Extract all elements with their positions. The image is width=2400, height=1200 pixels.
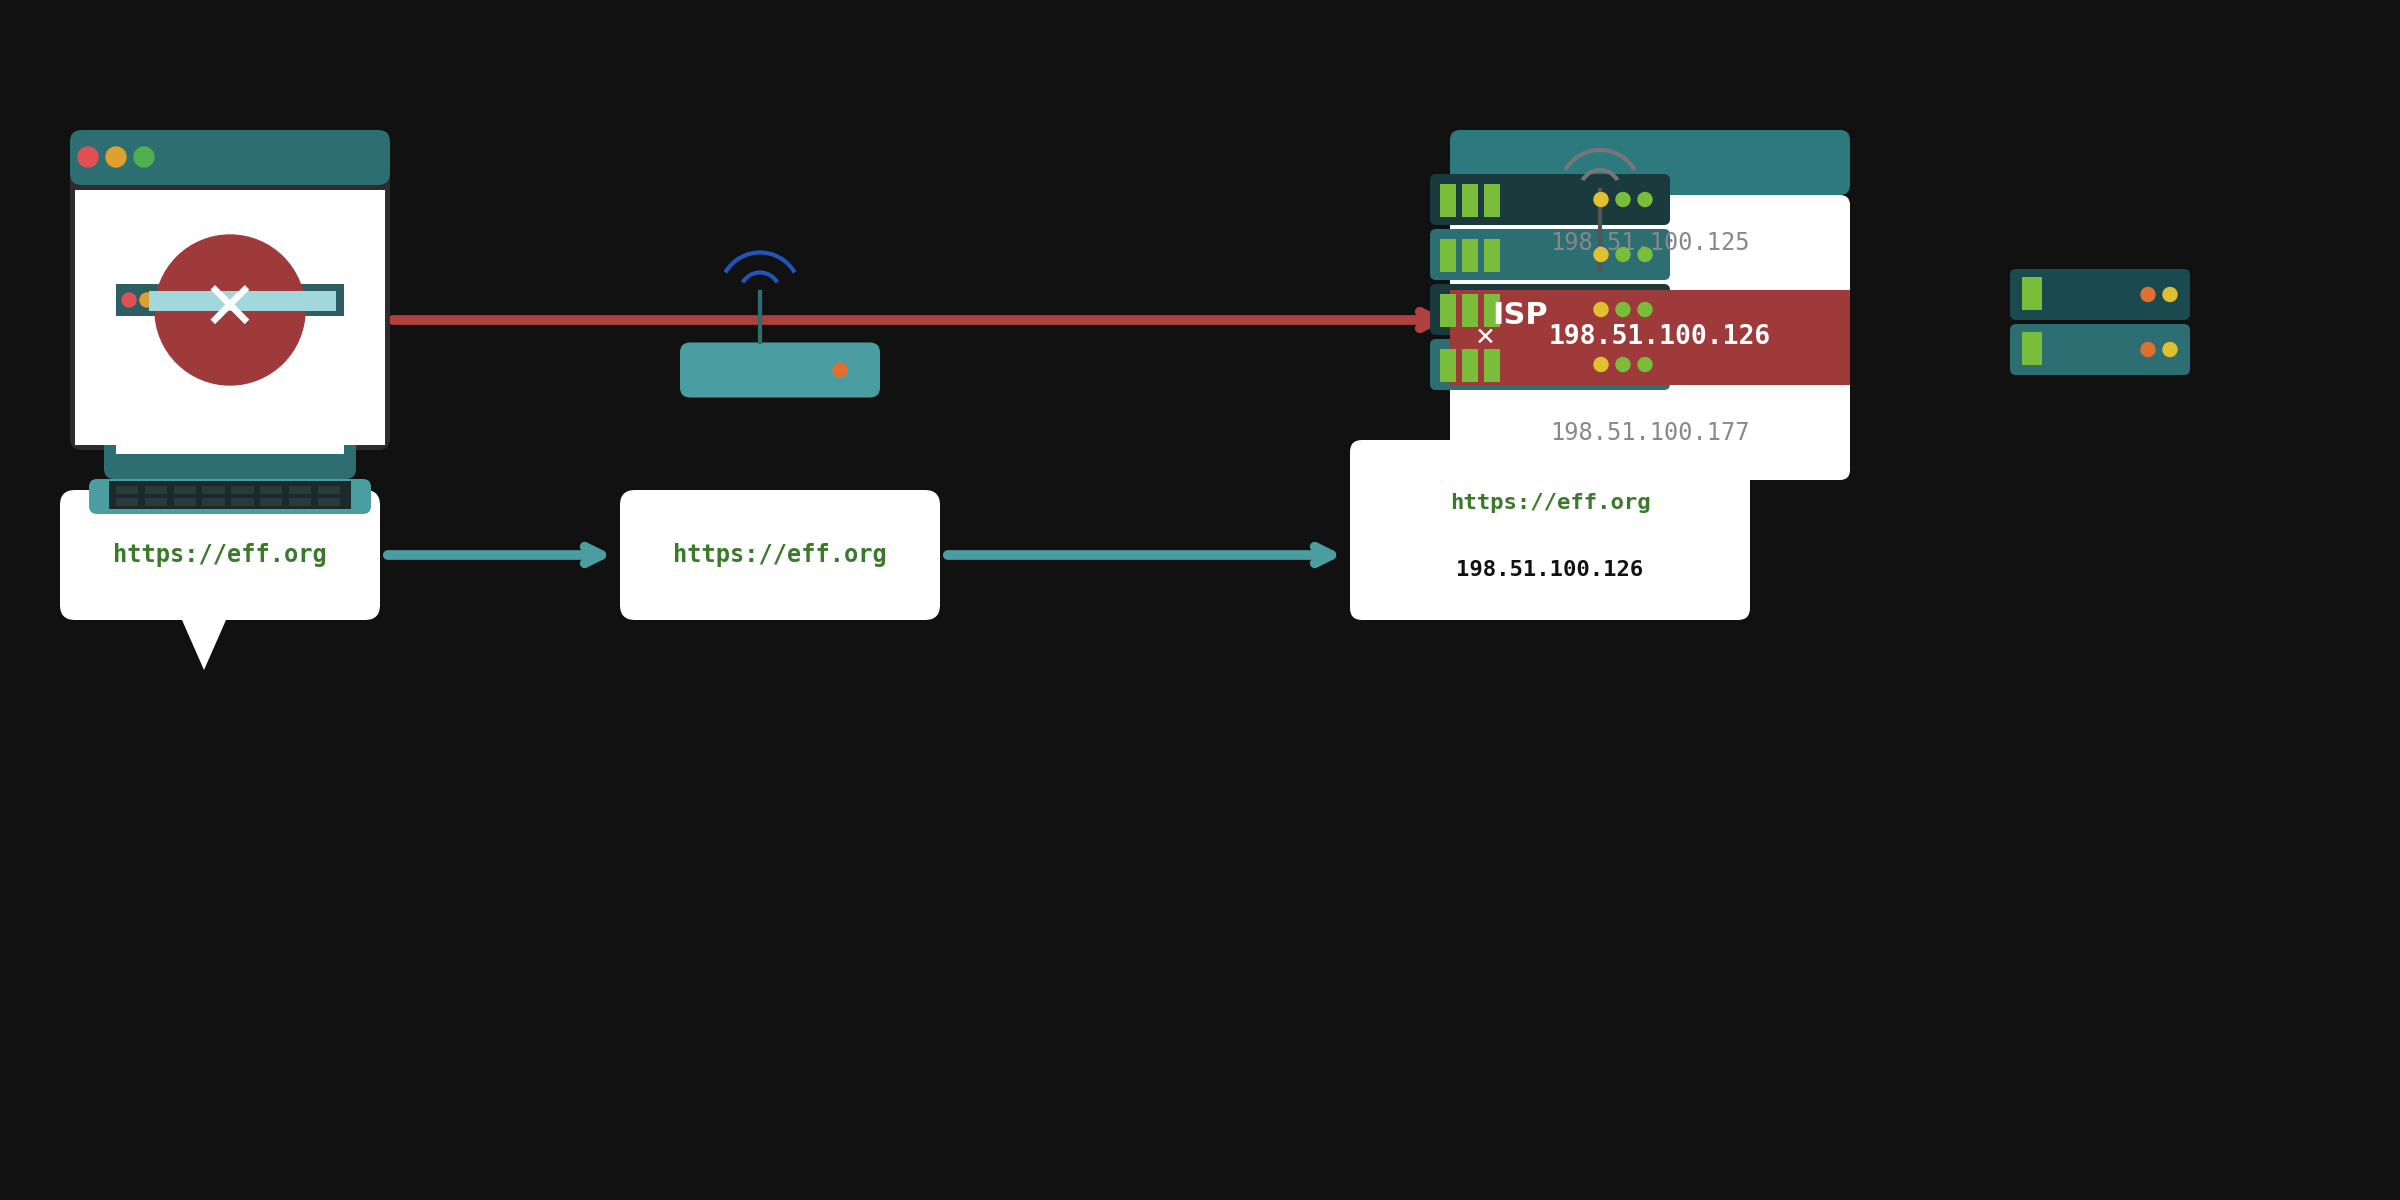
Circle shape	[1594, 358, 1608, 372]
Circle shape	[1615, 192, 1630, 206]
Circle shape	[1594, 302, 1608, 317]
Bar	[1483, 239, 1500, 272]
Text: 198.51.100.177: 198.51.100.177	[1550, 420, 1750, 444]
Bar	[1483, 294, 1500, 326]
FancyBboxPatch shape	[2011, 324, 2191, 374]
FancyBboxPatch shape	[1450, 194, 1850, 480]
Circle shape	[139, 293, 154, 307]
FancyBboxPatch shape	[1349, 440, 1750, 620]
Bar	[1450, 290, 1850, 385]
Bar	[1440, 239, 1457, 272]
Circle shape	[1594, 247, 1608, 262]
Bar	[144, 498, 168, 506]
Bar	[1483, 349, 1500, 382]
Bar	[1462, 184, 1478, 217]
FancyBboxPatch shape	[679, 342, 881, 397]
Text: 198.51.100.126: 198.51.100.126	[1548, 324, 1771, 350]
Bar	[144, 486, 168, 494]
Circle shape	[156, 235, 305, 385]
FancyBboxPatch shape	[70, 130, 391, 185]
Text: https://eff.org: https://eff.org	[113, 542, 326, 566]
Circle shape	[1615, 247, 1630, 262]
Text: https://eff.org: https://eff.org	[672, 542, 888, 566]
Bar	[2023, 277, 2042, 310]
FancyBboxPatch shape	[103, 281, 355, 479]
Bar	[288, 486, 312, 494]
Bar	[108, 481, 350, 509]
Circle shape	[1637, 358, 1651, 372]
Circle shape	[2141, 288, 2155, 301]
Bar	[1462, 239, 1478, 272]
Bar	[230, 498, 254, 506]
Circle shape	[2162, 342, 2177, 356]
Bar	[1440, 294, 1457, 326]
Circle shape	[77, 146, 98, 167]
Circle shape	[1594, 192, 1608, 206]
Text: 198.51.100.125: 198.51.100.125	[1550, 230, 1750, 254]
Circle shape	[1637, 302, 1651, 317]
FancyBboxPatch shape	[89, 479, 372, 514]
Circle shape	[1637, 247, 1651, 262]
Bar	[149, 292, 336, 311]
Circle shape	[1615, 302, 1630, 317]
Text: ✕: ✕	[1474, 325, 1495, 349]
Bar	[1462, 294, 1478, 326]
Bar	[115, 498, 139, 506]
Circle shape	[2141, 342, 2155, 356]
FancyBboxPatch shape	[70, 130, 391, 450]
Bar	[1483, 184, 1500, 217]
FancyBboxPatch shape	[1430, 174, 1670, 226]
Bar	[115, 486, 139, 494]
Bar	[317, 486, 341, 494]
Text: 198.51.100.126: 198.51.100.126	[1457, 559, 1644, 580]
Bar	[115, 284, 343, 316]
Circle shape	[106, 146, 127, 167]
Bar	[1440, 349, 1457, 382]
Circle shape	[134, 146, 154, 167]
Circle shape	[158, 293, 173, 307]
Text: ISP: ISP	[1493, 300, 1548, 330]
Circle shape	[1615, 358, 1630, 372]
Circle shape	[1637, 192, 1651, 206]
Bar	[288, 498, 312, 506]
Circle shape	[2162, 288, 2177, 301]
Bar	[230, 486, 254, 494]
Bar	[202, 486, 226, 494]
Bar	[1462, 349, 1478, 382]
Bar	[259, 486, 283, 494]
Circle shape	[122, 293, 137, 307]
FancyBboxPatch shape	[1430, 338, 1670, 390]
FancyBboxPatch shape	[60, 490, 379, 620]
Text: https://eff.org: https://eff.org	[1450, 493, 1651, 514]
Bar	[74, 190, 384, 445]
FancyBboxPatch shape	[2011, 269, 2191, 320]
Bar	[115, 311, 343, 454]
Bar	[259, 498, 283, 506]
FancyBboxPatch shape	[619, 490, 941, 620]
FancyBboxPatch shape	[1430, 229, 1670, 280]
Bar	[2023, 332, 2042, 365]
Bar	[317, 498, 341, 506]
Bar	[173, 486, 197, 494]
Bar	[1440, 184, 1457, 217]
FancyBboxPatch shape	[1430, 284, 1670, 335]
Polygon shape	[182, 620, 226, 670]
Bar	[202, 498, 226, 506]
Circle shape	[833, 362, 847, 377]
Polygon shape	[1529, 390, 1572, 440]
Bar	[173, 498, 197, 506]
FancyBboxPatch shape	[1450, 130, 1850, 196]
Text: ✕: ✕	[202, 277, 257, 343]
